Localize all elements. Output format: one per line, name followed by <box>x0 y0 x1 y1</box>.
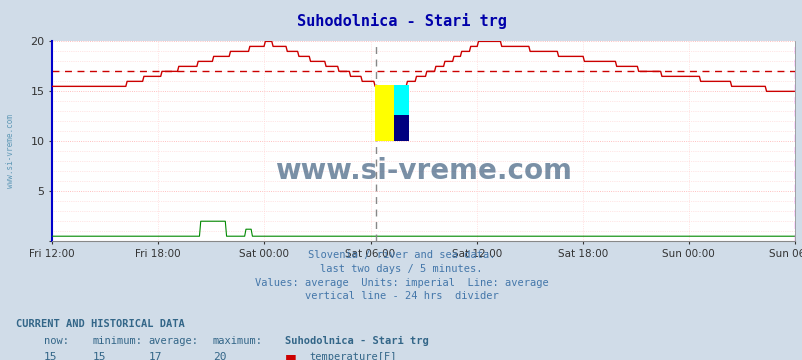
Text: 20: 20 <box>213 352 226 360</box>
Text: average:: average: <box>148 336 198 346</box>
Text: now:: now: <box>44 336 69 346</box>
Text: Suhodolnica - Stari trg: Suhodolnica - Stari trg <box>296 13 506 28</box>
Text: Values: average  Units: imperial  Line: average: Values: average Units: imperial Line: av… <box>254 278 548 288</box>
Text: minimum:: minimum: <box>92 336 142 346</box>
Text: CURRENT AND HISTORICAL DATA: CURRENT AND HISTORICAL DATA <box>16 319 184 329</box>
Bar <box>375 85 394 141</box>
Text: maximum:: maximum: <box>213 336 262 346</box>
Text: 15: 15 <box>44 352 58 360</box>
Text: Slovenia / river and sea data.: Slovenia / river and sea data. <box>307 250 495 260</box>
Bar <box>394 85 408 121</box>
Text: ■: ■ <box>285 352 297 360</box>
Text: Suhodolnica - Stari trg: Suhodolnica - Stari trg <box>285 336 428 346</box>
Text: www.si-vreme.com: www.si-vreme.com <box>6 114 15 188</box>
Text: temperature[F]: temperature[F] <box>309 352 396 360</box>
Text: www.si-vreme.com: www.si-vreme.com <box>275 157 571 185</box>
Text: 15: 15 <box>92 352 106 360</box>
Bar <box>394 115 408 141</box>
Text: last two days / 5 minutes.: last two days / 5 minutes. <box>320 264 482 274</box>
Text: 17: 17 <box>148 352 162 360</box>
Text: vertical line - 24 hrs  divider: vertical line - 24 hrs divider <box>304 291 498 301</box>
